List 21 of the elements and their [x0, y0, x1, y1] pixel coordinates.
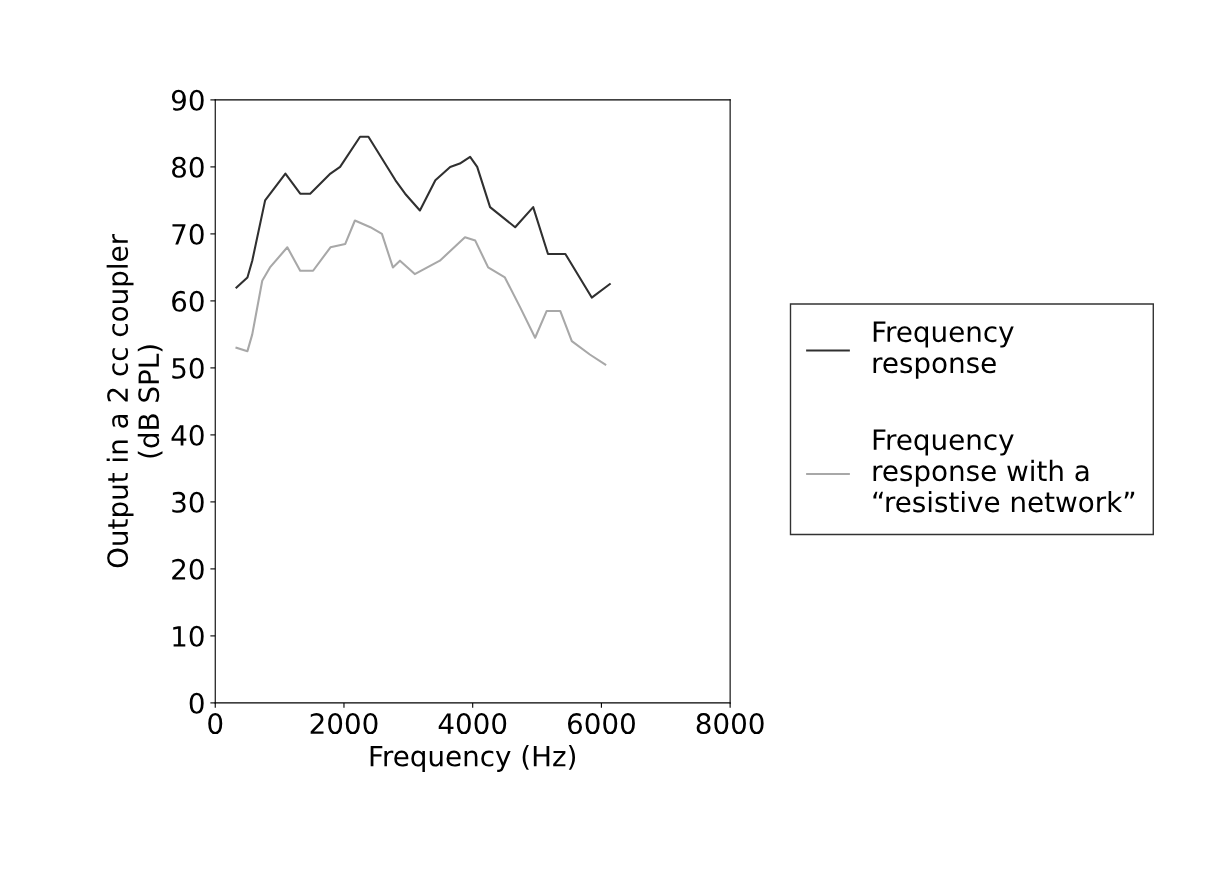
- x-tick-label: 0: [208, 713, 223, 735]
- y-tick-label: 80: [172, 156, 204, 178]
- y-tick-label: 90: [171, 89, 204, 111]
- legend-label: Frequency response: [873, 321, 1014, 379]
- x-tick-label: 2000: [310, 713, 378, 735]
- y-tick-label: 40: [171, 424, 204, 446]
- line-series: [235, 135, 611, 299]
- x-axis-title: Frequency (Hz): [370, 745, 576, 772]
- x-tick-label: 6000: [568, 713, 635, 735]
- y-tick-label: 30: [172, 491, 204, 513]
- y-tick-label: 70: [172, 223, 204, 245]
- y-tick-label: 10: [173, 625, 204, 647]
- legend-label: Frequency response with a “resistive network”: [873, 429, 1135, 513]
- y-tick-label: 20: [172, 558, 204, 580]
- y-axis-title: Output in a 2 cc coupler (dB SPL): [106, 233, 163, 568]
- x-tick-label: 8000: [696, 713, 764, 735]
- y-tick-label: 50: [172, 357, 204, 379]
- x-tick-label: 4000: [438, 713, 507, 735]
- y-tick-label: 60: [172, 290, 204, 312]
- line-series: [235, 219, 607, 366]
- y-tick-label: 0: [189, 692, 204, 714]
